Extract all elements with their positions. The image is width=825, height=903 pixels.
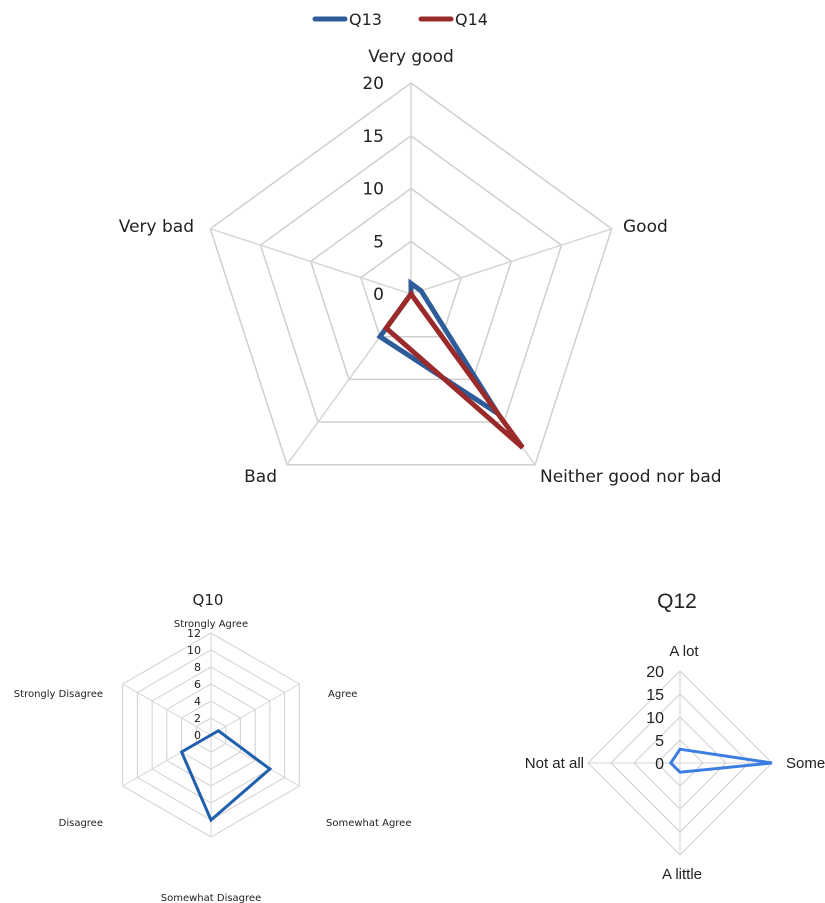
- grid-ring: [209, 82, 613, 466]
- tick-label: 0: [194, 729, 201, 742]
- radar-chart-1: 0 5 10 15 20 Very good Good Neither good nor ba…: [119, 10, 722, 487]
- category-label: Agree: [328, 689, 357, 700]
- axis-spoke: [210, 734, 300, 787]
- tick-label: 5: [373, 232, 384, 252]
- chart-title: Q12: [657, 590, 697, 613]
- series-line-q14: [382, 289, 525, 450]
- tick-label: 10: [362, 180, 384, 200]
- category-label: A lot: [669, 643, 699, 660]
- tick-label: 20: [362, 74, 384, 94]
- category-label: Bad: [244, 467, 277, 487]
- axis-spoke: [210, 683, 300, 736]
- tick-label: 10: [646, 710, 664, 727]
- tick-label: 0: [373, 285, 384, 305]
- radar-chart-3: Q12 0 5 10 15 20 A lot Some A little Not at all: [525, 590, 825, 883]
- series-line-q13: [376, 278, 500, 416]
- grid-ring: [309, 187, 513, 381]
- axis-spoke: [122, 683, 212, 736]
- category-label: A little: [662, 866, 702, 883]
- tick-label: 2: [194, 712, 201, 725]
- category-label: Disagree: [59, 818, 103, 829]
- chart-title: Q10: [193, 591, 224, 609]
- category-label: Very good: [368, 47, 454, 67]
- tick-label: 15: [646, 687, 664, 704]
- grid-ring: [359, 240, 463, 338]
- category-label: Somewhat Agree: [326, 818, 412, 829]
- tick-label: 12: [187, 627, 201, 640]
- legend-label: Q13: [349, 10, 382, 29]
- legend: Q13 Q14: [312, 10, 488, 29]
- tick-label: 15: [362, 127, 384, 147]
- tick-label: 20: [646, 664, 664, 681]
- grid-ring: [259, 134, 563, 423]
- series-line-1: [179, 729, 273, 823]
- category-label: Strongly Disagree: [14, 689, 103, 700]
- category-label: Good: [623, 217, 668, 237]
- tick-label: 10: [187, 644, 201, 657]
- tick-label: 0: [655, 756, 664, 773]
- legend-label: Q14: [455, 10, 488, 29]
- tick-label: 4: [194, 695, 201, 708]
- series-line-1: [668, 747, 773, 774]
- category-label: Some: [786, 755, 825, 772]
- axis-spoke: [210, 228, 412, 295]
- category-label: Strongly Agree: [174, 619, 248, 630]
- category-label: Very bad: [119, 217, 194, 237]
- axis-spoke: [410, 228, 612, 295]
- tick-label: 6: [194, 678, 201, 691]
- tick-label: 5: [655, 733, 664, 750]
- tick-label: 8: [194, 661, 201, 674]
- category-label: Somewhat Disagree: [161, 893, 261, 903]
- category-label: Neither good nor bad: [540, 467, 722, 487]
- category-label: Not at all: [525, 755, 584, 772]
